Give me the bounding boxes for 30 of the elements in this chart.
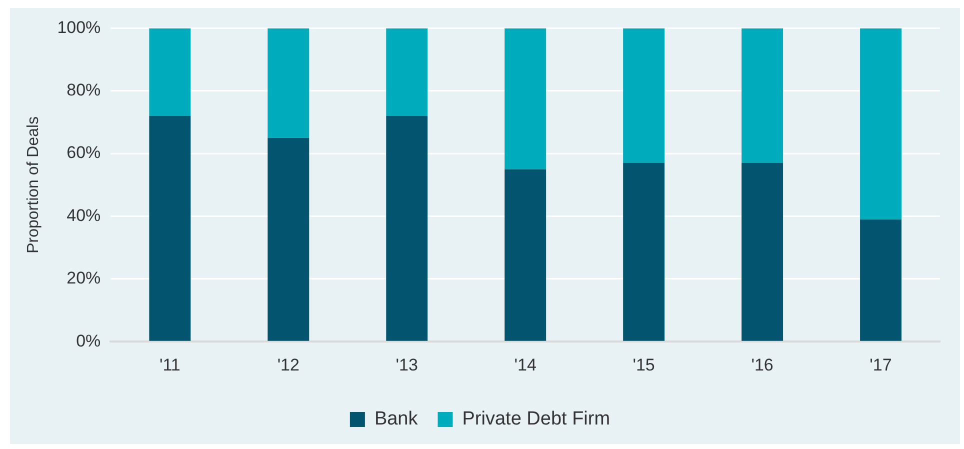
x-tick-label: '11: [159, 355, 180, 374]
bar: [149, 116, 191, 341]
bar: [623, 28, 665, 163]
bar: [268, 138, 310, 341]
x-tick-label: '15: [632, 355, 655, 374]
legend-label: Bank: [374, 408, 418, 430]
y-tick-label: 40%: [66, 206, 101, 225]
bar: [504, 169, 546, 341]
bar: [742, 28, 784, 163]
x-tick-label: '16: [751, 355, 774, 374]
bar: [504, 28, 546, 170]
x-tick-label: '14: [514, 355, 536, 374]
y-tick-label: 20%: [66, 268, 101, 288]
bar: [860, 219, 902, 341]
bar: [623, 162, 665, 341]
y-tick-label: 0%: [76, 331, 101, 350]
bar: [386, 116, 428, 341]
x-tick-label: '17: [870, 355, 892, 374]
bar: [149, 28, 191, 116]
bar: [860, 28, 902, 220]
y-axis-title: Proportion of Deals: [25, 116, 42, 254]
x-tick-label: '12: [277, 355, 300, 374]
y-tick-label: 60%: [66, 143, 101, 162]
y-tick-label: 100%: [57, 18, 101, 37]
legend-label: Private Debt Firm: [462, 408, 610, 430]
bar: [742, 162, 784, 341]
y-tick-label: 80%: [66, 80, 101, 100]
bar: [268, 28, 310, 138]
x-tick-label: '13: [396, 355, 418, 374]
bar: [386, 28, 428, 116]
